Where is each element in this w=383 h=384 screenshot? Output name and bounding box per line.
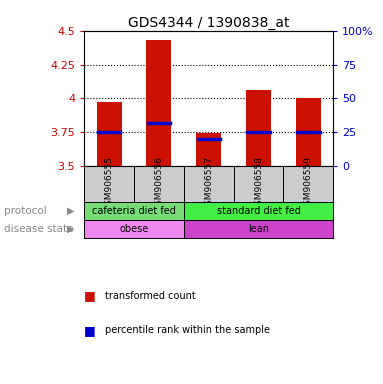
Text: GSM906557: GSM906557 bbox=[204, 157, 213, 212]
Text: GSM906559: GSM906559 bbox=[304, 157, 313, 212]
Text: percentile rank within the sample: percentile rank within the sample bbox=[105, 325, 270, 335]
Text: obese: obese bbox=[119, 224, 149, 234]
Text: standard diet fed: standard diet fed bbox=[217, 206, 300, 216]
Bar bbox=[246, 90, 271, 166]
Bar bbox=[146, 40, 172, 166]
Bar bbox=[184, 202, 333, 220]
Text: protocol: protocol bbox=[4, 206, 47, 216]
Text: lean: lean bbox=[248, 224, 269, 234]
Text: ■: ■ bbox=[84, 324, 96, 337]
Bar bbox=[296, 98, 321, 166]
Bar bbox=[184, 220, 333, 238]
Bar bbox=[196, 134, 221, 166]
Bar bbox=[84, 202, 184, 220]
Bar bbox=[84, 220, 184, 238]
Text: ▶: ▶ bbox=[67, 206, 75, 216]
Bar bbox=[97, 103, 122, 166]
Text: ▶: ▶ bbox=[67, 224, 75, 234]
Text: GSM906555: GSM906555 bbox=[105, 157, 114, 212]
Text: transformed count: transformed count bbox=[105, 291, 196, 301]
Text: disease state: disease state bbox=[4, 224, 73, 234]
Text: GSM906556: GSM906556 bbox=[154, 157, 164, 212]
Text: GSM906558: GSM906558 bbox=[254, 157, 263, 212]
Text: ■: ■ bbox=[84, 289, 96, 302]
Title: GDS4344 / 1390838_at: GDS4344 / 1390838_at bbox=[128, 16, 290, 30]
Text: cafeteria diet fed: cafeteria diet fed bbox=[92, 206, 176, 216]
